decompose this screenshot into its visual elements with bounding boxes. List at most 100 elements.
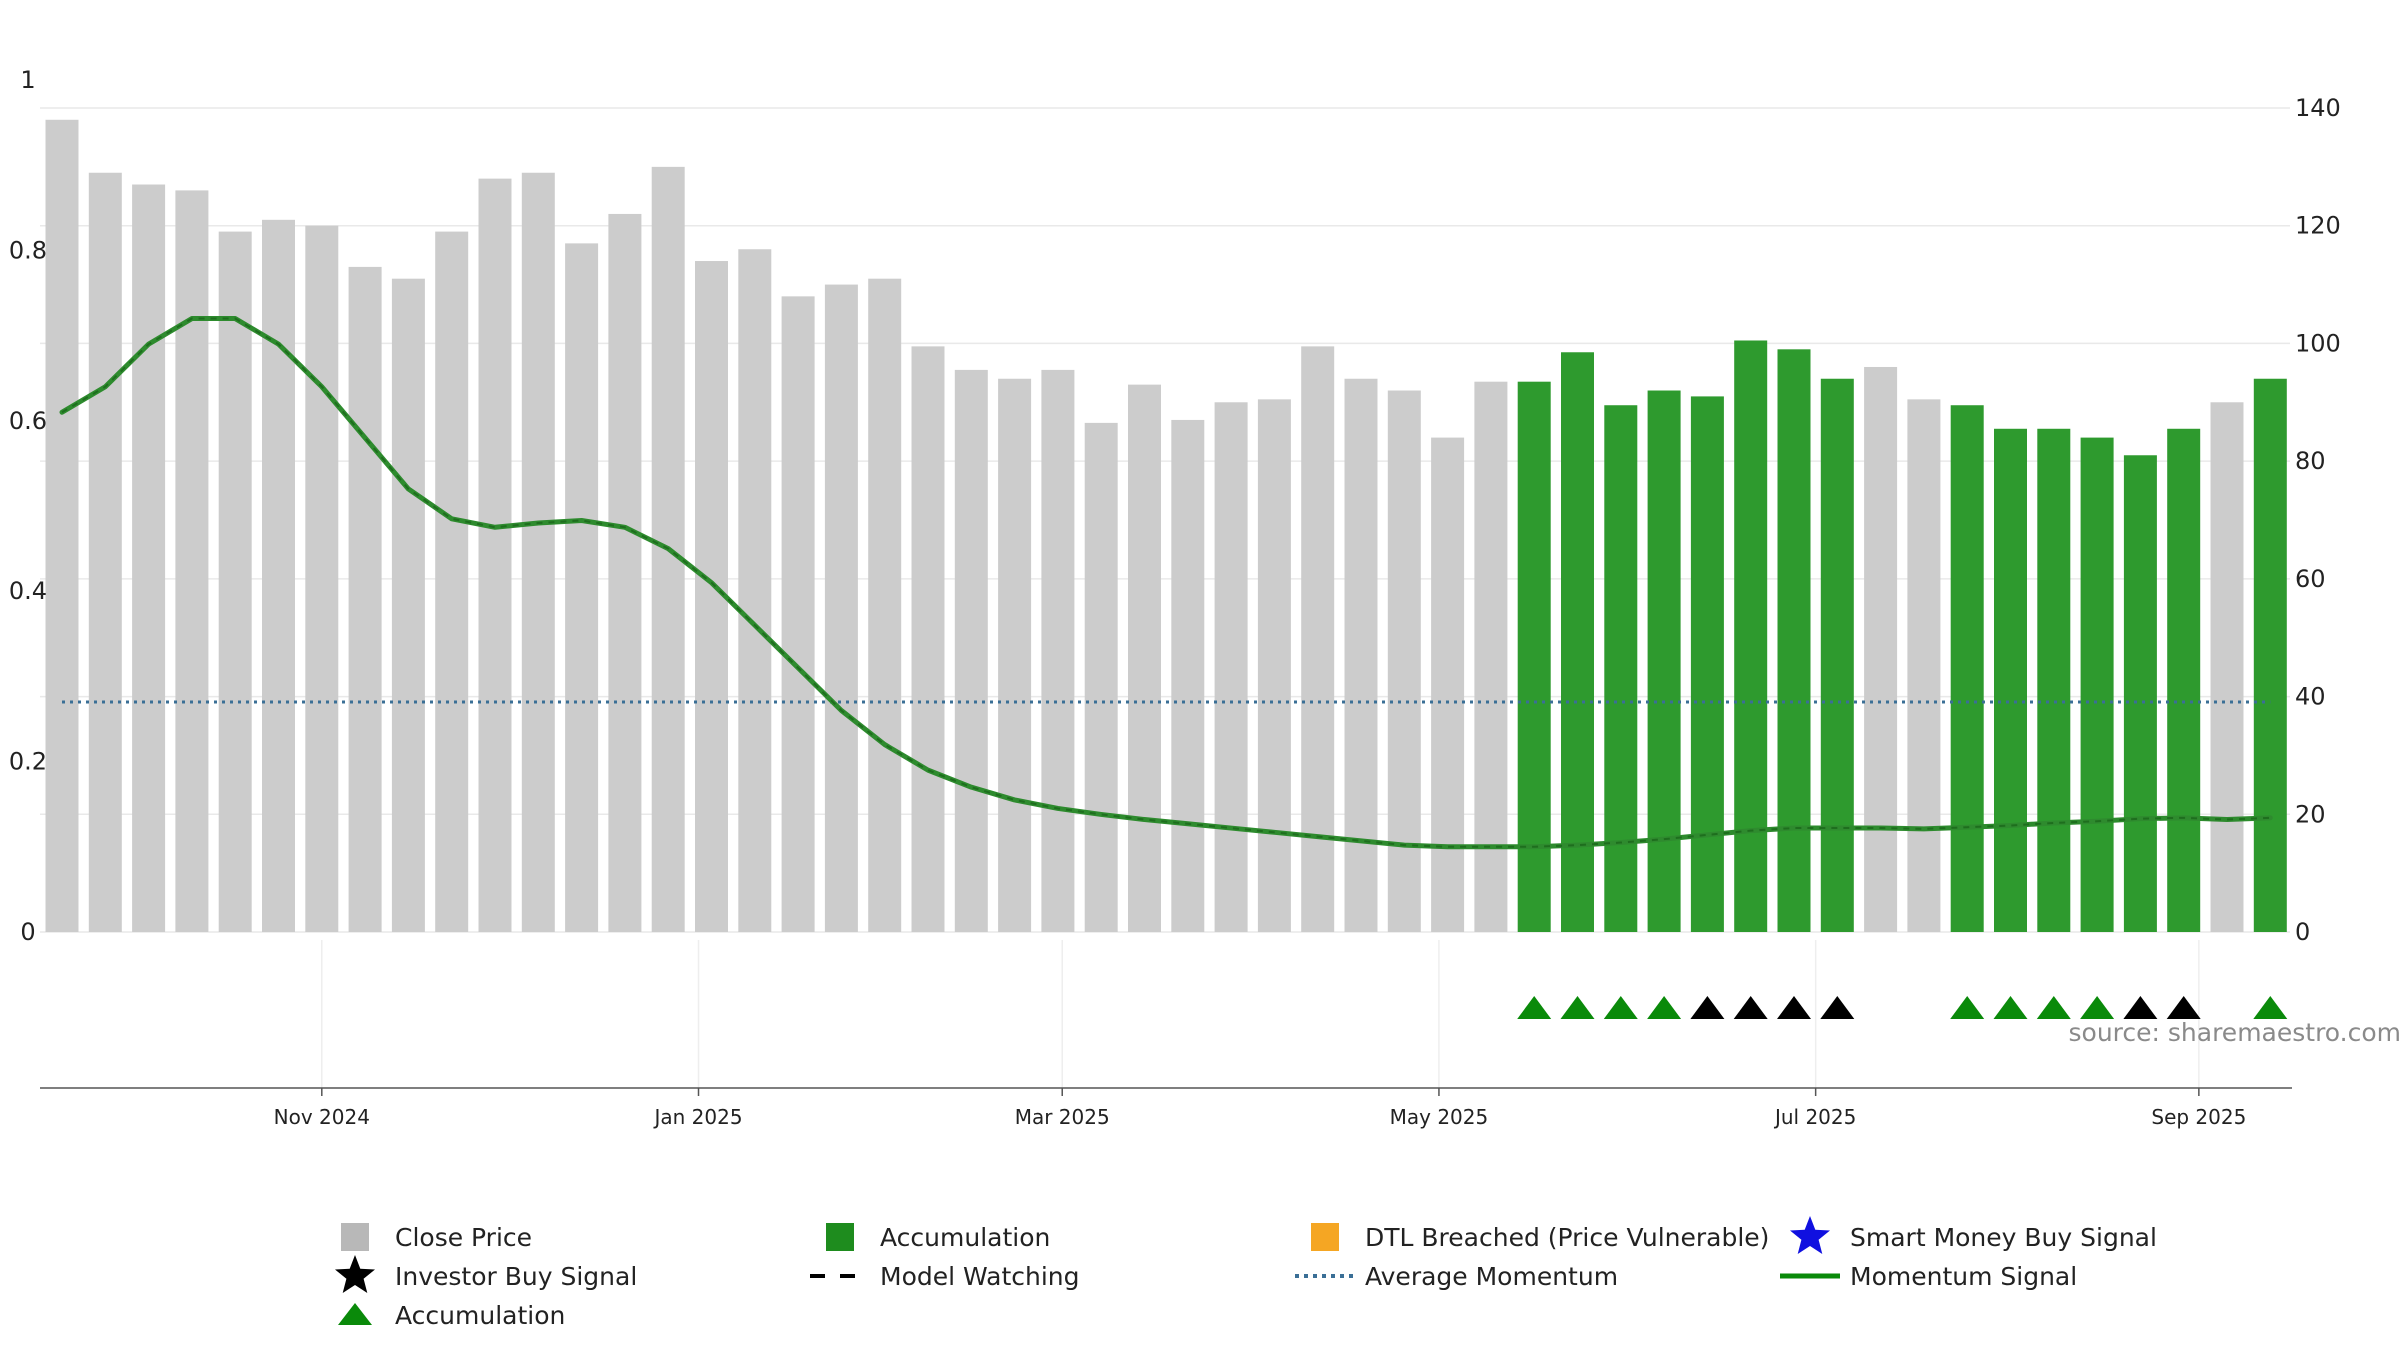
accumulation-legend-icon [826,1223,854,1251]
legend-item: Investor Buy Signal [335,1255,637,1293]
right-axis-tick-label: 100 [2295,329,2341,357]
legend-label: Accumulation [880,1223,1050,1252]
left-axis-tick-label: 0.6 [9,407,47,435]
accumulation-bar [1604,405,1638,932]
accumulation-bar [1777,349,1811,932]
left-axis-tick-label: 0 [20,918,35,946]
legend-item: Accumulation [826,1223,1050,1252]
close-price-bar [391,278,425,933]
right-axis-tick-label: 120 [2295,212,2341,240]
close-price-bar [608,213,642,932]
legend-label: Accumulation [395,1301,565,1330]
close-price-bar [824,284,858,933]
accumulation-bar [1734,340,1768,932]
x-axis-tick-label: May 2025 [1390,1105,1489,1129]
accumulation-marker [2080,996,2115,1019]
left-axis-tick-label: 0.2 [9,748,47,776]
close-price-bar [1864,366,1898,932]
accumulation-triangle-icon [338,1303,372,1325]
close-price-bar [565,243,599,932]
investor-buy-marker [1777,996,1811,1019]
legend-label: DTL Breached (Price Vulnerable) [1365,1223,1769,1252]
legend-item: Model Watching [810,1262,1080,1291]
axes-layer: 0 0.2 0.4 0.6 0.8 1 0 20 40 60 80 100 120 140 Nov 2024… [9,66,2341,1129]
legend-item: Momentum Signal [1780,1262,2077,1291]
model-watching-line [61,317,2271,848]
x-axis-tick-label: Jan 2025 [652,1105,742,1129]
markers-layer [1517,996,2288,1019]
investor-buy-marker [1733,996,1768,1019]
close-price-bar [1474,381,1508,933]
right-axis-tick-label: 20 [2295,800,2326,828]
left-axis-tick-label: 0.8 [9,236,47,264]
close-price-bar [521,172,555,932]
accumulation-marker [1517,996,1552,1019]
legend-label: Smart Money Buy Signal [1850,1223,2157,1252]
accumulation-bar [2253,378,2287,932]
close-price-bar [1128,384,1161,933]
legend-item: Smart Money Buy Signal [1790,1216,2157,1254]
dtl-breached-legend-icon [1311,1223,1339,1251]
accumulation-bar [1690,396,1724,932]
accumulation-bar [2167,428,2201,932]
accumulation-bar [1820,378,1854,932]
source-text: source: sharemaestro.com [2069,1018,2400,1047]
legend: Close Price Accumulation DTL Breached (Pri… [335,1216,2157,1330]
accumulation-marker [1603,996,1638,1019]
right-axis-tick-label: 0 [2295,918,2310,946]
accumulation-bar [1517,381,1551,933]
legend-item: Average Momentum [1295,1262,1618,1291]
legend-label: Momentum Signal [1850,1262,2077,1291]
close-price-bar [954,369,988,932]
close-price-bar [348,266,382,932]
accumulation-marker [2036,996,2071,1019]
close-price-bar [132,184,166,932]
close-price-bar [911,346,945,932]
investor-buy-marker [2123,996,2158,1019]
left-axis-tick-label: 1 [20,66,35,94]
x-axis-tick-label: Mar 2025 [1015,1105,1110,1129]
close-price-bar [175,190,209,932]
right-axis-tick-label: 40 [2295,683,2326,711]
accumulation-marker [1647,996,1682,1019]
bars-layer [45,119,2287,933]
investor-buy-marker [1820,996,1855,1019]
investor-buy-marker [1690,996,1725,1019]
legend-item: DTL Breached (Price Vulnerable) [1311,1223,1769,1252]
right-axis-tick-label: 80 [2295,447,2326,475]
close-price-bar [45,119,79,933]
close-price-bar [88,172,122,932]
x-axis-tick-label: Jul 2025 [1773,1105,1856,1129]
accumulation-bar [1561,352,1594,932]
close-price-bar [1041,369,1075,932]
investor-buy-marker [2166,996,2201,1019]
smart-money-star-icon [1790,1216,1830,1254]
accumulation-marker [1560,996,1595,1019]
close-price-bar [305,225,339,932]
close-price-bar [1387,390,1421,932]
x-axis-tick-label: Nov 2024 [274,1105,370,1129]
close-price-bar [262,219,295,933]
lines-layer [59,316,2273,850]
accumulation-marker [1993,996,2028,1019]
close-price-bar [1344,378,1378,932]
accumulation-bar [2080,437,2114,932]
accumulation-marker [2253,996,2288,1019]
legend-label: Average Momentum [1365,1262,1618,1291]
close-price-bar [1214,402,1248,932]
accumulation-bar [1994,428,2027,932]
close-price-bar [478,178,512,933]
legend-item: Close Price [341,1223,532,1252]
accumulation-marker [1950,996,1985,1019]
close-price-bar [218,231,252,933]
accumulation-bar [1950,405,1984,932]
close-price-bar [781,296,815,932]
legend-label: Investor Buy Signal [395,1262,637,1291]
left-axis-tick-label: 0.4 [9,577,47,605]
accumulation-bar [2037,428,2071,932]
accumulation-bar [2123,455,2157,932]
close-price-bar [1301,346,1335,932]
close-price-bar [1257,399,1291,932]
legend-item: Accumulation [338,1301,565,1330]
